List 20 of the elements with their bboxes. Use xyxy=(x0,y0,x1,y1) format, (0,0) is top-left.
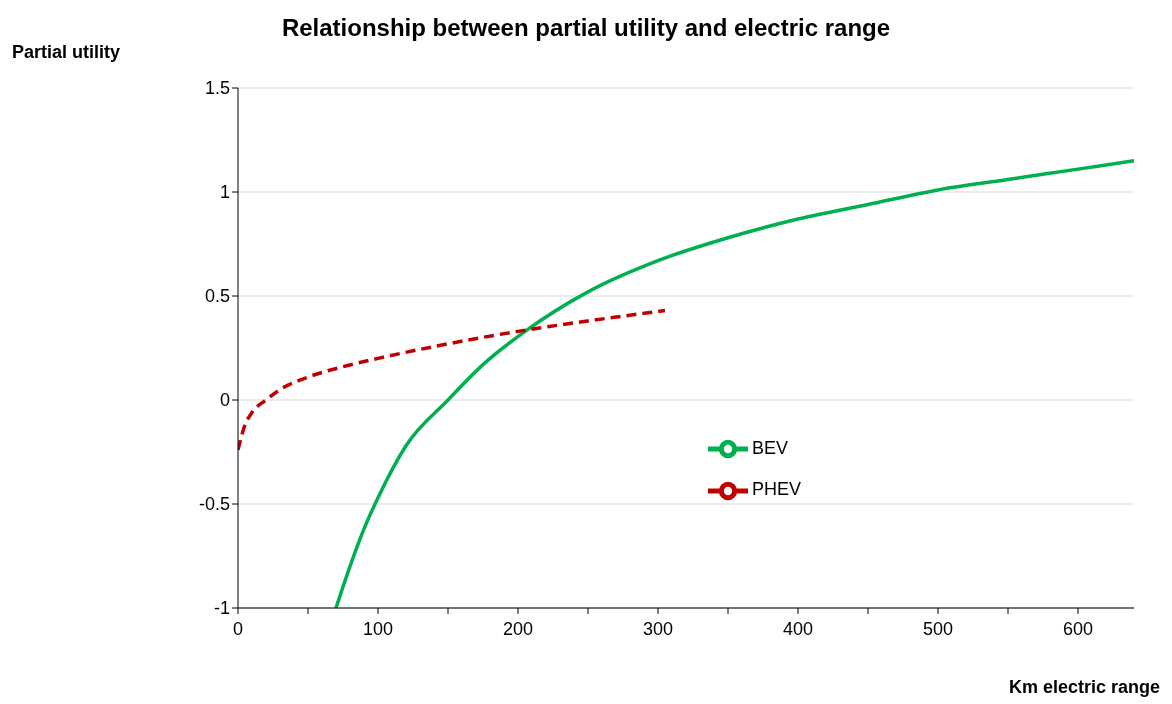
x-tick-label: 600 xyxy=(1062,618,1094,639)
legend-label: BEV xyxy=(752,438,789,458)
x-tick-label: 200 xyxy=(502,618,534,639)
chart-title: Relationship between partial utility and electric range xyxy=(280,14,892,42)
line-series xyxy=(334,159,1134,608)
x-tick-label: 0 xyxy=(232,618,244,639)
legend-label: PHEV xyxy=(752,479,802,500)
line-series xyxy=(238,308,667,452)
y-tick-label: 1.5 xyxy=(204,78,230,99)
y-tick-label: 0 xyxy=(219,390,230,411)
y-tick-label: 0.5 xyxy=(204,286,230,307)
x-tick-label: 100 xyxy=(362,618,394,639)
y-tick-label: -0.5 xyxy=(198,494,230,515)
x-tick-label: 300 xyxy=(642,618,674,639)
x-axis-title: Km electric range xyxy=(1008,677,1160,698)
y-tick-label: 1 xyxy=(219,182,230,203)
x-tick-label: 400 xyxy=(782,618,814,639)
x-tick-label: 500 xyxy=(922,618,954,639)
y-axis-title: Partial utility xyxy=(12,42,121,63)
y-tick-label: -1 xyxy=(213,598,230,619)
